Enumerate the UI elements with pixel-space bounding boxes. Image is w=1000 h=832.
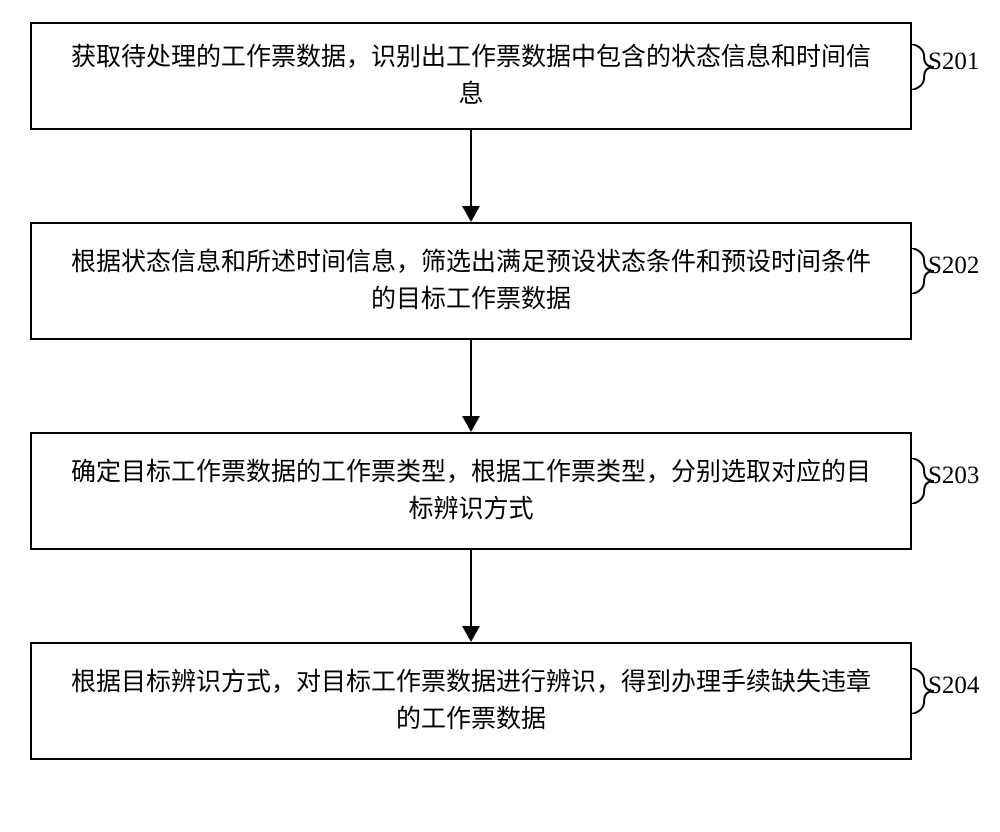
step-text: 根据状态信息和所述时间信息，筛选出满足预设状态条件和预设时间条件的目标工作票数据	[62, 244, 880, 319]
flow-arrow	[451, 130, 491, 222]
step-text: 根据目标辨识方式，对目标工作票数据进行辨识，得到办理手续缺失违章的工作票数据	[62, 664, 880, 739]
flowchart-canvas: 获取待处理的工作票数据，识别出工作票数据中包含的状态信息和时间信息 S201 根据状…	[0, 0, 1000, 832]
flow-arrow	[451, 550, 491, 642]
step-label: S203	[928, 462, 979, 490]
flowchart-step: 根据状态信息和所述时间信息，筛选出满足预设状态条件和预设时间条件的目标工作票数据	[30, 222, 912, 340]
step-label: S201	[928, 48, 979, 76]
step-text: 获取待处理的工作票数据，识别出工作票数据中包含的状态信息和时间信息	[62, 39, 880, 114]
step-label: S204	[928, 672, 979, 700]
step-label: S202	[928, 252, 979, 280]
flowchart-step: 根据目标辨识方式，对目标工作票数据进行辨识，得到办理手续缺失违章的工作票数据	[30, 642, 912, 760]
flowchart-step: 获取待处理的工作票数据，识别出工作票数据中包含的状态信息和时间信息	[30, 22, 912, 130]
flowchart-step: 确定目标工作票数据的工作票类型，根据工作票类型，分别选取对应的目标辨识方式	[30, 432, 912, 550]
flow-arrow	[451, 340, 491, 432]
step-text: 确定目标工作票数据的工作票类型，根据工作票类型，分别选取对应的目标辨识方式	[62, 454, 880, 529]
